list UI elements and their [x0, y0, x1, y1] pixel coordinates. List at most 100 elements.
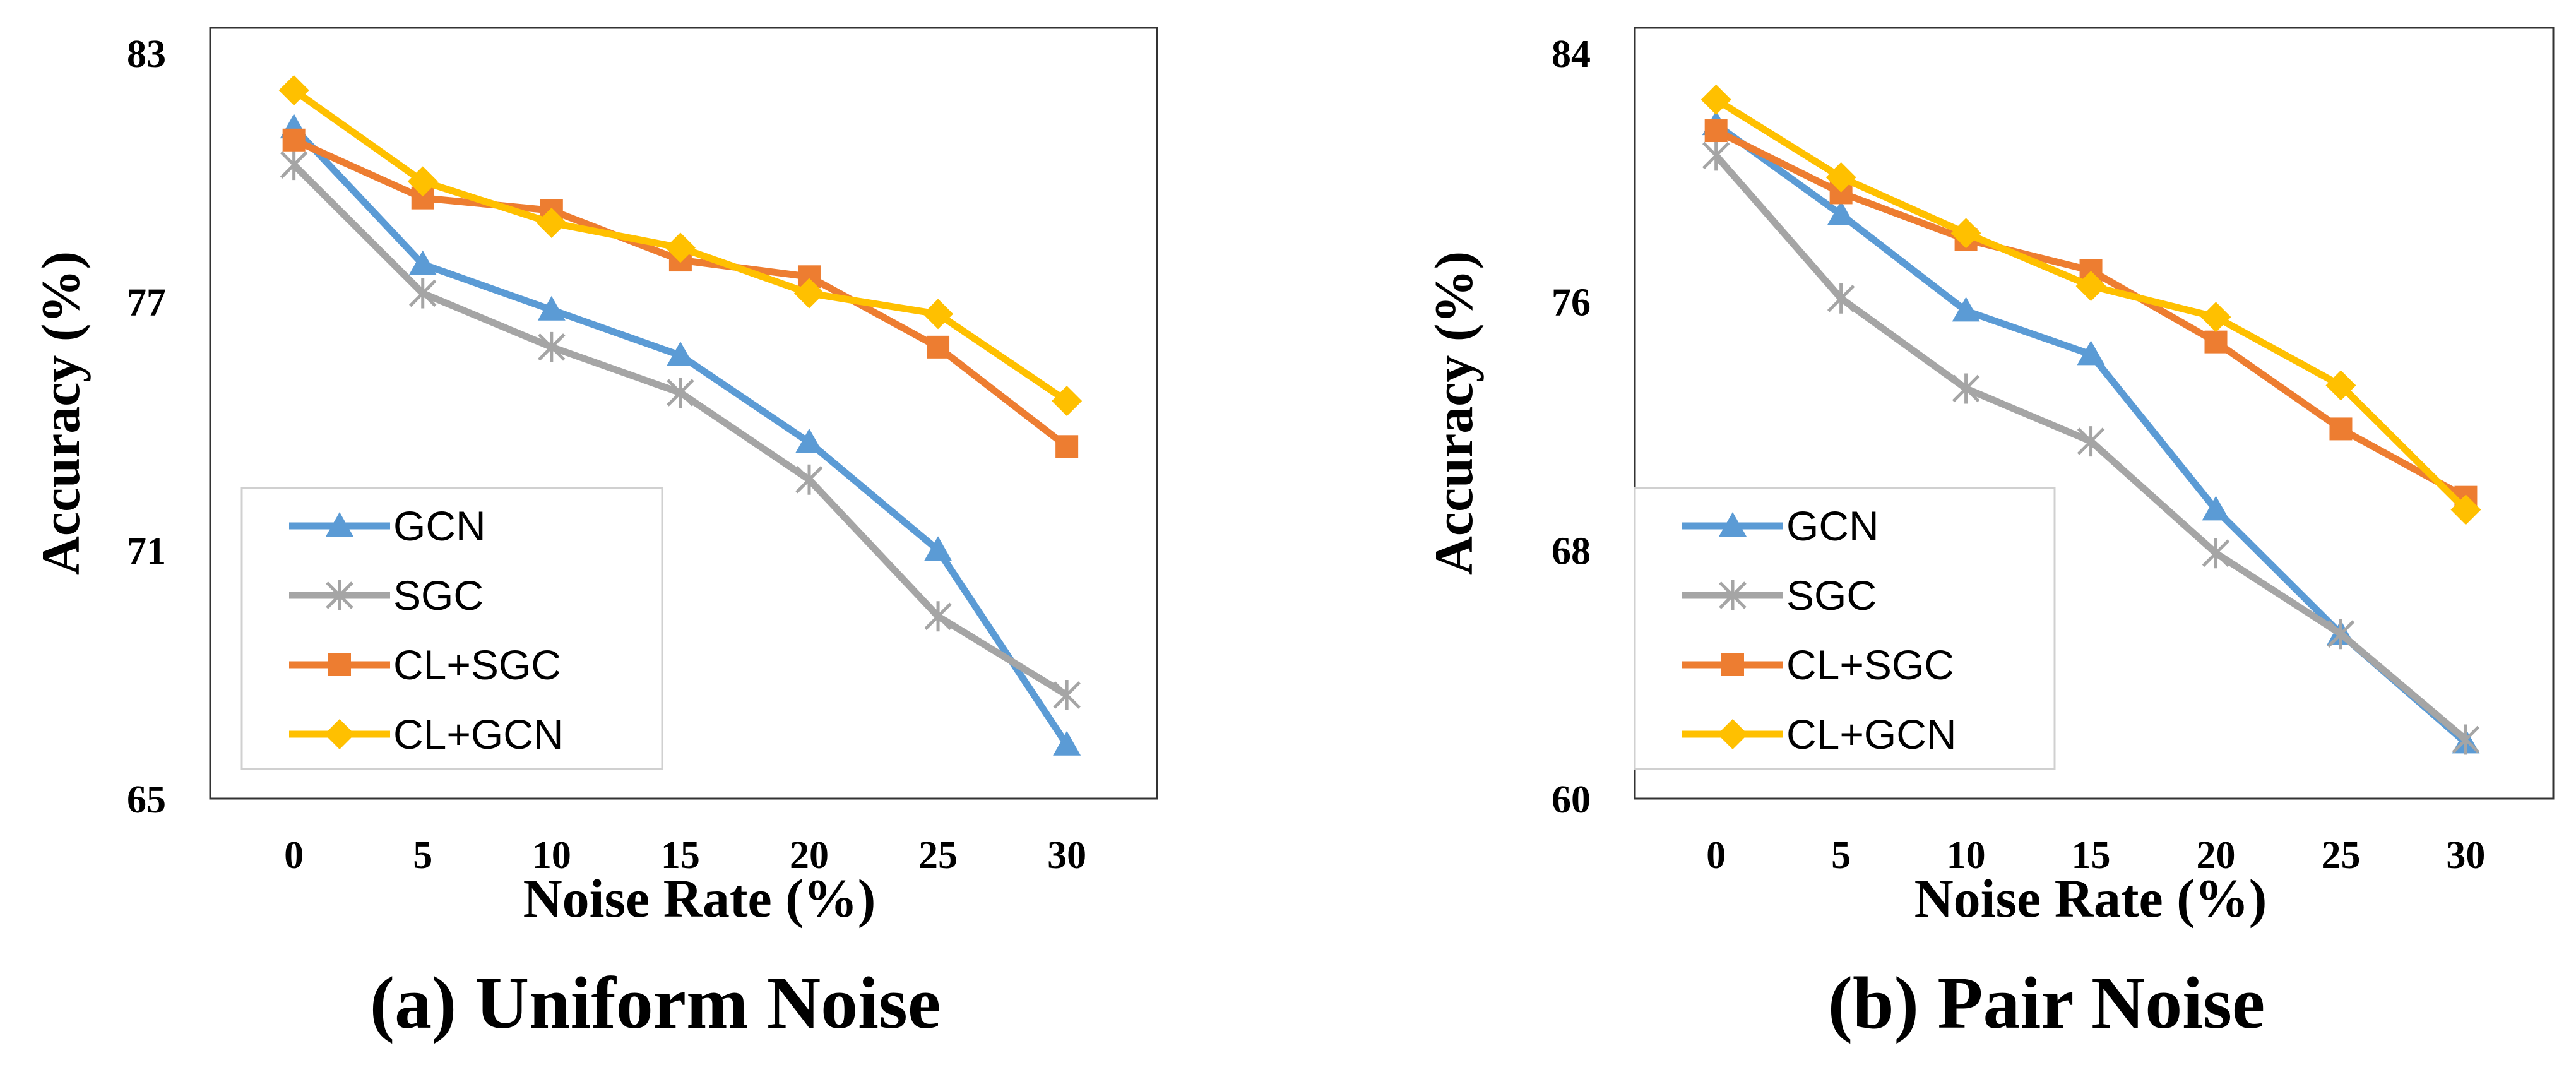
data-point: [538, 331, 566, 362]
legend-marker: [1719, 580, 1747, 610]
series-gcn: [280, 114, 1081, 756]
chart-caption: (a) Uniform Noise: [370, 961, 941, 1044]
x-tick-label: 30: [1047, 834, 1086, 877]
data-point: [537, 295, 566, 321]
data-point: [2325, 370, 2356, 401]
data-point: [924, 601, 952, 632]
data-point: [1704, 119, 1728, 143]
y-tick-label: 71: [127, 530, 166, 573]
data-point: [2329, 417, 2353, 441]
data-point: [1827, 200, 1855, 225]
data-point: [2450, 494, 2481, 525]
data-point: [924, 536, 953, 561]
series-cl-sgc: [282, 128, 1079, 458]
legend-marker: [328, 653, 351, 676]
legend-marker: [326, 580, 353, 610]
data-point: [1825, 162, 1856, 193]
x-tick-label: 25: [918, 834, 958, 877]
data-point: [536, 208, 567, 239]
data-point: [667, 378, 694, 408]
legend-label: GCN: [393, 503, 486, 549]
data-point: [1952, 373, 1980, 404]
y-axis-title: Accuracy (%): [1423, 251, 1484, 575]
series-cl-gcn: [278, 75, 1083, 417]
data-point: [793, 278, 824, 309]
legend: GCN SGC CL+SGC CL+GCN: [1634, 487, 2056, 770]
x-tick-label: 0: [284, 834, 304, 877]
x-tick-label: 20: [2197, 834, 2236, 877]
legend-box: [1634, 487, 2056, 770]
legend-marker: [324, 719, 355, 749]
data-point: [1827, 283, 1855, 314]
data-point: [666, 341, 694, 366]
x-tick-label: 30: [2446, 834, 2485, 877]
legend-marker: [1719, 512, 1747, 537]
x-tick-label: 10: [532, 834, 571, 877]
x-axis-title: Noise Rate (%): [1914, 868, 2267, 929]
x-tick-label: 10: [1947, 834, 1986, 877]
data-point: [1053, 679, 1081, 710]
data-point: [1702, 140, 1730, 171]
y-tick-label: 76: [1552, 282, 1591, 324]
data-point: [795, 428, 823, 453]
legend-label: GCN: [1786, 503, 1879, 549]
x-tick-label: 5: [1831, 834, 1851, 877]
plot-area: [209, 27, 1158, 800]
legend-label: CL+GCN: [1786, 711, 1957, 758]
y-tick-label: 83: [127, 33, 166, 76]
x-tick-label: 25: [2321, 834, 2360, 877]
data-point: [923, 299, 954, 330]
legend-box: [240, 487, 663, 770]
data-point: [2204, 330, 2228, 354]
data-point: [2202, 538, 2230, 569]
series-sgc: [280, 150, 1081, 710]
y-tick-label: 60: [1552, 778, 1591, 821]
data-point: [1053, 730, 1081, 756]
data-point: [2452, 724, 2480, 755]
data-point: [278, 75, 309, 106]
legend-marker: [326, 512, 353, 537]
data-point: [665, 232, 696, 263]
x-tick-label: 5: [413, 834, 432, 877]
data-point: [2077, 340, 2105, 366]
data-point: [2075, 271, 2106, 302]
y-tick-label: 84: [1552, 33, 1591, 76]
y-axis-title: Accuracy (%): [30, 251, 91, 575]
data-point: [2327, 619, 2355, 650]
x-tick-label: 15: [2072, 834, 2111, 877]
data-point: [282, 128, 306, 152]
data-point: [2200, 302, 2231, 333]
data-point: [408, 250, 437, 275]
chart-caption: (b) Pair Noise: [1828, 961, 2265, 1044]
series-cl-gcn: [1701, 84, 2481, 525]
x-tick-label: 15: [661, 834, 700, 877]
legend: GCN SGC CL+SGC CL+GCN: [240, 487, 663, 770]
y-tick-label: 65: [127, 778, 166, 821]
legend-label: SGC: [1786, 572, 1877, 619]
data-point: [407, 166, 438, 197]
legend-marker: [1718, 719, 1748, 749]
plot-area: [1634, 27, 2555, 800]
x-tick-label: 0: [1706, 834, 1726, 877]
legend-marker: [1721, 653, 1744, 676]
data-point: [2077, 426, 2105, 457]
x-tick-label: 20: [790, 834, 829, 877]
data-point: [795, 464, 823, 495]
data-point: [280, 150, 308, 181]
data-point: [1952, 297, 1980, 322]
data-point: [2202, 496, 2230, 521]
data-point: [1052, 386, 1083, 417]
legend-label: CL+SGC: [393, 641, 561, 688]
data-point: [1055, 435, 1079, 458]
data-point: [408, 278, 437, 309]
y-tick-label: 77: [127, 282, 166, 324]
chart-panel-1: 0 5 10 15 20 25 30 65 71 77 83 Noise Rate (%) Accura…: [30, 27, 1158, 1044]
x-axis-title: Noise Rate (%): [523, 868, 876, 929]
data-point: [927, 335, 950, 359]
legend-label: CL+GCN: [393, 711, 564, 758]
legend-label: CL+SGC: [1786, 641, 1954, 688]
y-tick-label: 68: [1552, 530, 1591, 573]
legend-label: SGC: [393, 572, 484, 619]
data-point: [1701, 84, 1731, 115]
